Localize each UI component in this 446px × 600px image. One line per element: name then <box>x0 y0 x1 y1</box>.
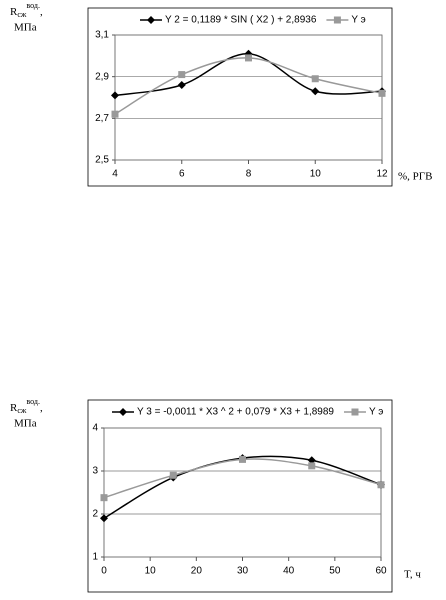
y-axis-label-part: R <box>10 402 18 414</box>
y-axis-label-part: сж <box>17 10 27 19</box>
data-point <box>111 91 119 100</box>
data-point <box>308 462 316 470</box>
data-point <box>169 471 177 479</box>
x-tick-label: 50 <box>329 566 341 577</box>
y-axis-label-part: сж <box>17 406 27 415</box>
y-axis-unit: МПа <box>14 418 37 430</box>
data-point <box>378 89 386 97</box>
y-tick-label: 2,5 <box>95 155 109 166</box>
data-point <box>245 54 252 62</box>
y-axis-label: Rсжвод., <box>10 1 43 19</box>
y-tick-label: 3 <box>92 466 98 477</box>
y-tick-label: 2 <box>92 509 98 520</box>
data-point <box>178 71 186 79</box>
x-tick-label: 20 <box>191 566 203 577</box>
y-tick-label: 4 <box>92 423 98 434</box>
data-point <box>239 455 246 463</box>
legend-marker <box>333 16 341 24</box>
y-axis-label: Rсжвод., <box>10 397 43 415</box>
x-tick-label: 0 <box>101 566 107 577</box>
y-axis-label-part: , <box>40 402 43 414</box>
data-point <box>111 110 119 118</box>
data-point <box>100 494 108 502</box>
legend-label: Y э <box>351 15 365 26</box>
plot-area <box>103 427 382 558</box>
data-point <box>307 456 316 465</box>
y-axis-unit: МПа <box>14 22 37 34</box>
data-point <box>100 514 108 523</box>
x-tick-label: 10 <box>310 169 322 180</box>
x-tick-label: 40 <box>283 566 295 577</box>
x-axis-label: %, РГВ <box>398 171 432 183</box>
x-tick-label: 60 <box>375 566 387 577</box>
x-tick-label: 8 <box>246 169 252 180</box>
data-point <box>311 75 319 83</box>
y-axis-label-part: R <box>10 6 18 18</box>
x-tick-label: 12 <box>376 169 388 180</box>
x-axis-label: T, ч <box>404 569 421 581</box>
x-tick-label: 4 <box>112 169 118 180</box>
legend-label: Y э <box>369 407 383 418</box>
y-axis-label-part: вод. <box>26 397 40 406</box>
x-tick-label: 30 <box>237 566 249 577</box>
data-point <box>177 81 186 89</box>
legend-label: Y 3 = -0,0011 * X3 ^ 2 + 0,079 * X3 + 1,… <box>137 407 334 418</box>
data-point <box>377 481 385 489</box>
y-axis-label-part: вод. <box>26 1 40 10</box>
data-point <box>311 87 320 96</box>
legend-marker <box>351 408 359 416</box>
y-tick-label: 1 <box>92 552 98 563</box>
x-tick-label: 6 <box>179 169 185 180</box>
legend-label: Y 2 = 0,1189 * SIN ( X2 ) + 2,8936 <box>165 15 317 26</box>
legend-marker <box>147 16 155 24</box>
legend-marker <box>119 408 127 416</box>
y-axis-label-part: , <box>40 6 43 18</box>
y-tick-label: 2,9 <box>95 71 109 82</box>
x-tick-label: 10 <box>145 566 157 577</box>
y-tick-label: 2,7 <box>95 113 109 124</box>
y-tick-label: 3,1 <box>95 30 109 41</box>
